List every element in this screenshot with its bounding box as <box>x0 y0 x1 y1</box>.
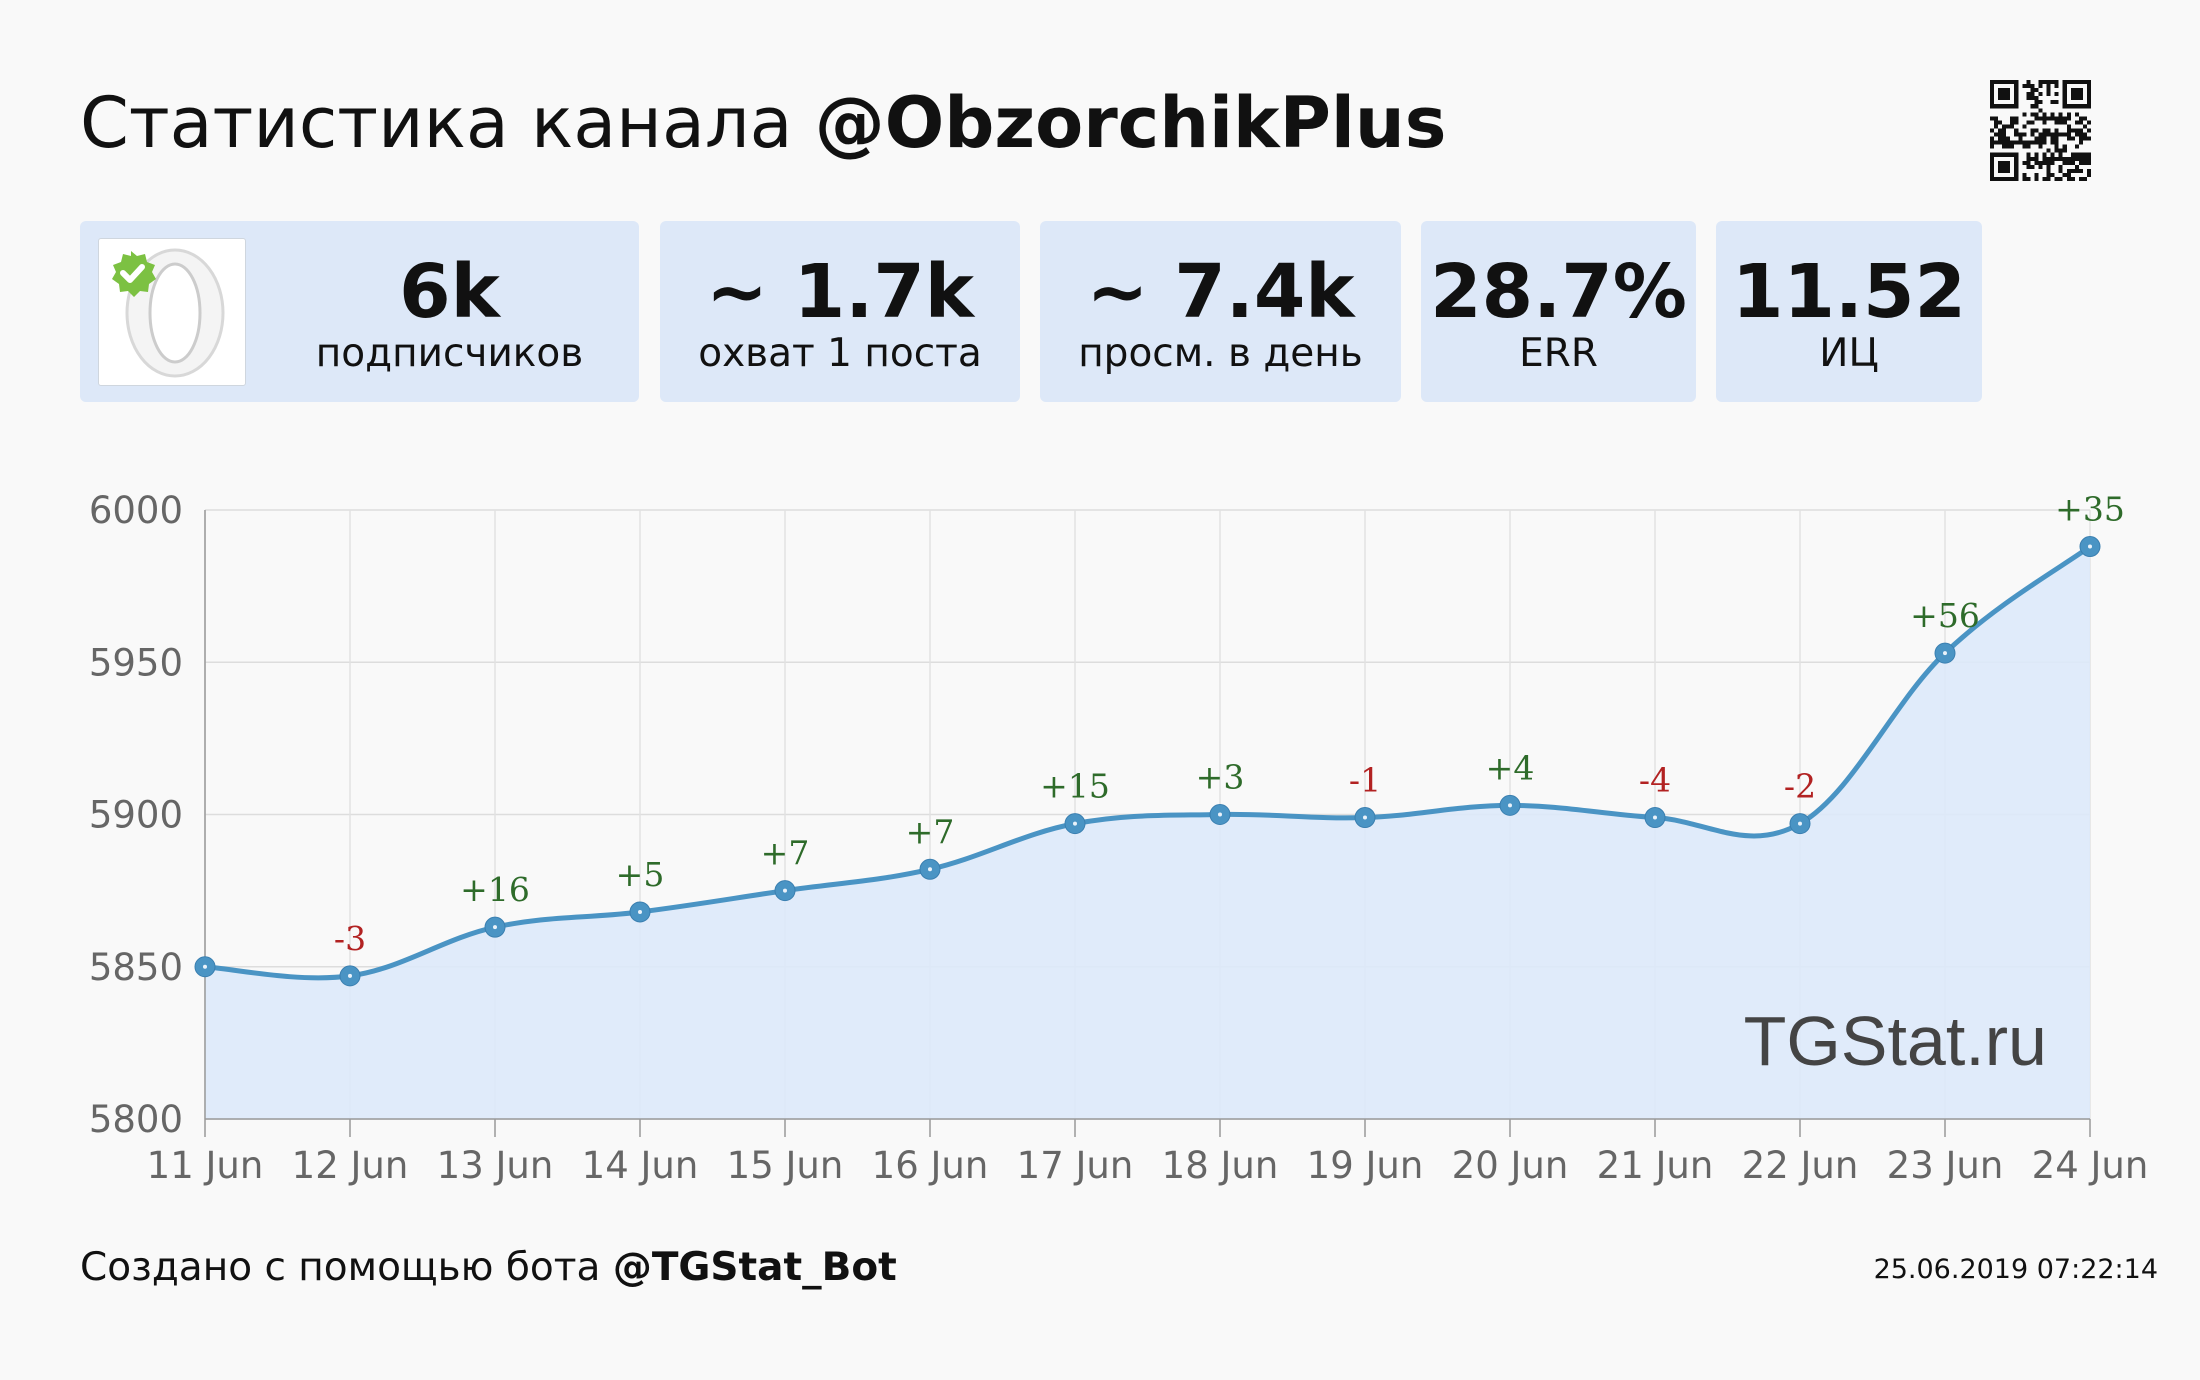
stat-card-subscribers: 6k подписчиков <box>80 221 639 402</box>
delta-label: +56 <box>1910 596 1980 635</box>
stat-label: охват 1 поста <box>698 331 982 376</box>
data-point-center <box>203 964 207 969</box>
delta-label: +16 <box>460 870 530 909</box>
channel-name: @ObzorchikPlus <box>814 82 1447 164</box>
data-point-center <box>783 888 787 893</box>
stat-card-err: 28.7% ERR <box>1421 221 1696 402</box>
delta-label: -4 <box>1639 761 1671 800</box>
delta-label: -3 <box>334 919 366 958</box>
area-fill <box>205 546 2090 1119</box>
stat-value: ~ 7.4k <box>1086 249 1355 335</box>
data-point-center <box>348 973 352 978</box>
data-point-center <box>493 925 497 930</box>
x-tick-label: 17 Jun <box>1017 1144 1134 1187</box>
stat-value: 28.7% <box>1430 249 1687 335</box>
data-point-center <box>1653 815 1657 820</box>
data-point-center <box>638 909 642 914</box>
channel-avatar <box>98 238 246 386</box>
data-point-center <box>1943 651 1947 656</box>
delta-label: +5 <box>616 855 665 894</box>
x-tick-label: 15 Jun <box>727 1144 844 1187</box>
verified-check-icon <box>112 251 156 297</box>
stat-label: ИЦ <box>1819 331 1879 376</box>
delta-label: -2 <box>1784 767 1816 806</box>
stat-value: 6k <box>399 249 500 335</box>
delta-label: +3 <box>1196 758 1245 797</box>
page-title: Статистика канала @ObzorchikPlus <box>80 88 1446 158</box>
data-point-center <box>1363 815 1367 820</box>
delta-label: +15 <box>1040 767 1110 806</box>
timestamp: 25.06.2019 07:22:14 <box>1873 1254 2158 1285</box>
y-tick-label: 6000 <box>89 489 183 532</box>
x-tick-label: 21 Jun <box>1597 1144 1714 1187</box>
stat-label: просм. в день <box>1078 331 1363 376</box>
stat-card-citation-index: 11.52 ИЦ <box>1716 221 1982 402</box>
x-tick-label: 13 Jun <box>437 1144 554 1187</box>
data-point-center <box>1798 821 1802 826</box>
x-tick-label: 12 Jun <box>292 1144 409 1187</box>
footer-prefix: Создано с помощью бота <box>80 1245 601 1290</box>
stat-card-reach: ~ 1.7k охват 1 поста <box>660 221 1020 402</box>
data-point-center <box>1073 821 1077 826</box>
delta-label: +4 <box>1486 748 1535 787</box>
delta-label: +7 <box>761 834 810 873</box>
x-tick-label: 14 Jun <box>582 1144 699 1187</box>
stat-card-daily-views: ~ 7.4k просм. в день <box>1040 221 1401 402</box>
x-tick-label: 20 Jun <box>1452 1144 1569 1187</box>
title-prefix: Статистика канала <box>80 82 793 164</box>
x-tick-label: 16 Jun <box>872 1144 989 1187</box>
footer-credit: Создано с помощью бота @TGStat_Bot <box>80 1248 897 1287</box>
delta-label: +35 <box>2055 490 2125 529</box>
subscribers-chart: TGStat.ru 5800 5850 5900 5950 6000 11 Jun 12 Ju… <box>89 489 2149 1187</box>
bot-link[interactable]: @TGStat_Bot <box>612 1245 897 1290</box>
y-tick-label: 5850 <box>89 946 183 989</box>
x-tick-label: 23 Jun <box>1887 1144 2004 1187</box>
data-point-center <box>1218 812 1222 817</box>
qr-code-icon[interactable] <box>1990 80 2091 181</box>
stat-value: 11.52 <box>1731 249 1967 335</box>
delta-label: -1 <box>1349 761 1381 800</box>
data-point-center <box>2088 544 2092 549</box>
stat-label: ERR <box>1519 331 1598 376</box>
stat-value: ~ 1.7k <box>705 249 975 335</box>
x-tick-label: 18 Jun <box>1162 1144 1279 1187</box>
x-tick-label: 24 Jun <box>2032 1144 2149 1187</box>
y-tick-label: 5800 <box>89 1098 183 1141</box>
watermark: TGStat.ru <box>1744 1002 2047 1080</box>
delta-label: +7 <box>906 812 955 851</box>
y-tick-label: 5950 <box>89 641 183 684</box>
data-point-center <box>1508 803 1512 808</box>
x-tick-label: 19 Jun <box>1307 1144 1424 1187</box>
x-tick-label: 22 Jun <box>1742 1144 1859 1187</box>
stat-label: подписчиков <box>315 331 584 376</box>
x-tick-label: 11 Jun <box>147 1144 264 1187</box>
y-tick-label: 5900 <box>89 794 183 837</box>
data-point-center <box>928 867 932 872</box>
